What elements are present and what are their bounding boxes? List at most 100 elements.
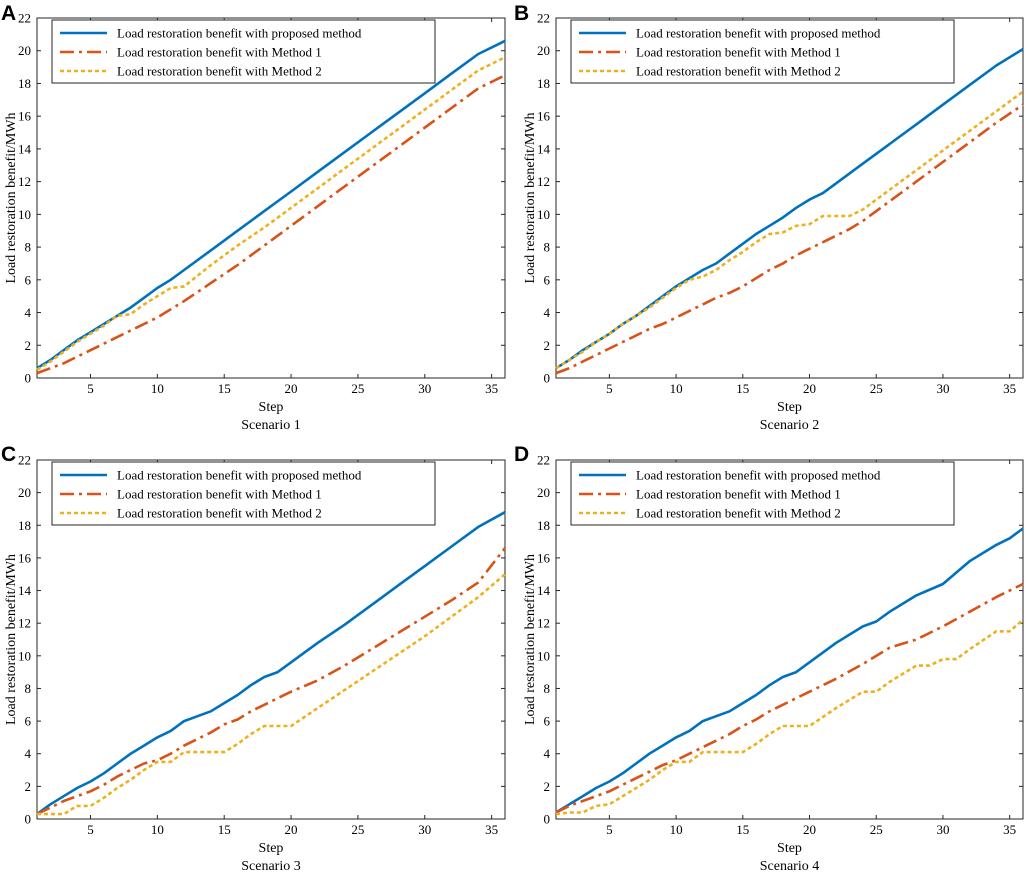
x-tick-label: 5: [87, 822, 94, 837]
y-tick-label: 0: [25, 371, 32, 386]
x-tick-label: 30: [936, 822, 949, 837]
y-tick-label: 14: [18, 141, 32, 156]
chart-panel-d: D 0 2 4 6 8 10 12 14 16 18 20 22 5 10 15 20 25 30 35 Step Sce…: [514, 443, 1024, 874]
legend-label: Load restoration benefit with proposed m…: [636, 26, 881, 41]
series-line-1: [36, 39, 506, 370]
y-tick-label: 10: [537, 648, 550, 663]
y-tick-label: 12: [537, 616, 550, 631]
y-tick-label: 4: [544, 746, 551, 761]
legend-box: [570, 19, 955, 84]
y-tick-label: 2: [25, 779, 32, 794]
y-tick-label: 4: [25, 746, 32, 761]
y-tick-label: 8: [25, 681, 32, 696]
x-tick-label: 20: [803, 822, 816, 837]
x-tick-label: 15: [736, 381, 749, 396]
panel-letter: A: [1, 2, 16, 25]
x-tick-label: 25: [351, 822, 364, 837]
y-tick-label: 6: [25, 714, 32, 729]
y-tick-label: 6: [544, 272, 551, 287]
x-tick-label: 20: [285, 381, 298, 396]
y-tick-label: 12: [537, 174, 550, 189]
x-tick-label: 5: [87, 381, 94, 396]
x-tick-label: 20: [803, 381, 816, 396]
y-tick-label: 20: [18, 485, 31, 500]
x-tick-label: 35: [1003, 381, 1016, 396]
x-tick-label: 35: [485, 822, 498, 837]
panel-letter: C: [1, 443, 16, 466]
x-axis-label: Step: [777, 841, 802, 856]
x-tick-label: 35: [485, 381, 498, 396]
y-tick-label: 6: [25, 272, 32, 287]
series-line-1: [36, 511, 506, 816]
x-tick-label: 15: [736, 822, 749, 837]
series-line-2: [36, 547, 507, 816]
x-tick-label: 25: [870, 381, 883, 396]
y-axis-label: Load restoration benefit/MWh: [4, 112, 19, 283]
legend-box: [51, 461, 436, 526]
y-tick-label: 10: [18, 207, 31, 222]
x-tick-label: 25: [351, 381, 364, 396]
series-line-2: [36, 74, 506, 375]
legend-box: [570, 461, 955, 526]
panel-letter: B: [514, 2, 529, 25]
chart-title: Scenario 3: [241, 859, 300, 874]
y-tick-label: 20: [18, 43, 31, 58]
y-axis-label: Load restoration benefit/MWh: [523, 112, 538, 283]
x-tick-label: 10: [151, 381, 164, 396]
y-tick-label: 4: [544, 305, 551, 320]
y-tick-label: 16: [537, 109, 551, 124]
y-tick-label: 4: [25, 305, 32, 320]
y-tick-label: 14: [18, 583, 32, 598]
y-tick-label: 14: [537, 583, 551, 598]
series-line-3: [36, 56, 506, 371]
y-tick-label: 16: [18, 109, 32, 124]
y-tick-label: 6: [544, 714, 551, 729]
y-tick-label: 8: [544, 240, 551, 255]
x-axis-label: Step: [259, 841, 284, 856]
legend-label: Load restoration benefit with proposed m…: [636, 468, 881, 483]
x-tick-label: 30: [418, 822, 431, 837]
series-line-3: [555, 90, 1024, 370]
legend-label: Load restoration benefit with Method 1: [117, 487, 322, 502]
chart-title: Scenario 2: [760, 418, 819, 433]
y-tick-label: 2: [544, 338, 551, 353]
y-tick-label: 18: [18, 518, 31, 533]
chart-panel-b: B 0 2 4 6 8 10 12 14 16 18 20 22 5 10 15 20 25 30 35 Step Sce…: [514, 2, 1024, 433]
y-tick-label: 18: [537, 76, 550, 91]
y-tick-label: 0: [544, 371, 551, 386]
x-axis-label: Step: [259, 400, 284, 415]
y-tick-label: 2: [544, 779, 551, 794]
y-tick-label: 8: [544, 681, 551, 696]
legend-label: Load restoration benefit with Method 1: [636, 45, 841, 60]
y-tick-label: 0: [25, 812, 32, 827]
x-tick-label: 30: [418, 381, 431, 396]
y-tick-label: 22: [18, 11, 31, 26]
legend-label: Load restoration benefit with Method 1: [117, 45, 322, 60]
y-tick-label: 10: [537, 207, 550, 222]
x-tick-label: 10: [670, 822, 683, 837]
legend-label: Load restoration benefit with Method 2: [117, 506, 322, 521]
x-tick-label: 15: [218, 822, 231, 837]
x-tick-label: 35: [1003, 822, 1016, 837]
y-tick-label: 20: [537, 43, 550, 58]
x-tick-label: 10: [151, 822, 164, 837]
panel-letter: D: [514, 443, 529, 466]
x-tick-label: 30: [936, 381, 949, 396]
y-tick-label: 10: [18, 648, 31, 663]
legend-label: Load restoration benefit with Method 1: [636, 487, 841, 502]
chart-title: Scenario 1: [241, 418, 300, 433]
y-tick-label: 8: [25, 240, 32, 255]
y-tick-label: 22: [18, 453, 31, 468]
y-tick-label: 18: [537, 518, 550, 533]
x-tick-label: 5: [606, 822, 613, 837]
chart-panel-c: C 0 2 4 6 8 10 12 14 16 18 20 22 5 10 15 20 25 30 35 Step Sce…: [1, 443, 507, 874]
legend-label: Load restoration benefit with proposed m…: [117, 26, 362, 41]
y-tick-label: 18: [18, 76, 31, 91]
legend-label: Load restoration benefit with Method 2: [636, 64, 841, 79]
chart-panel-a: A 0 2 4 6 8 10 12 14 16 18 20 22 5 10 15 20 25 30 35 Step Sce…: [1, 2, 506, 433]
y-tick-label: 12: [18, 616, 31, 631]
y-tick-label: 22: [537, 453, 550, 468]
chart-title: Scenario 4: [760, 859, 819, 874]
y-tick-label: 2: [25, 338, 32, 353]
